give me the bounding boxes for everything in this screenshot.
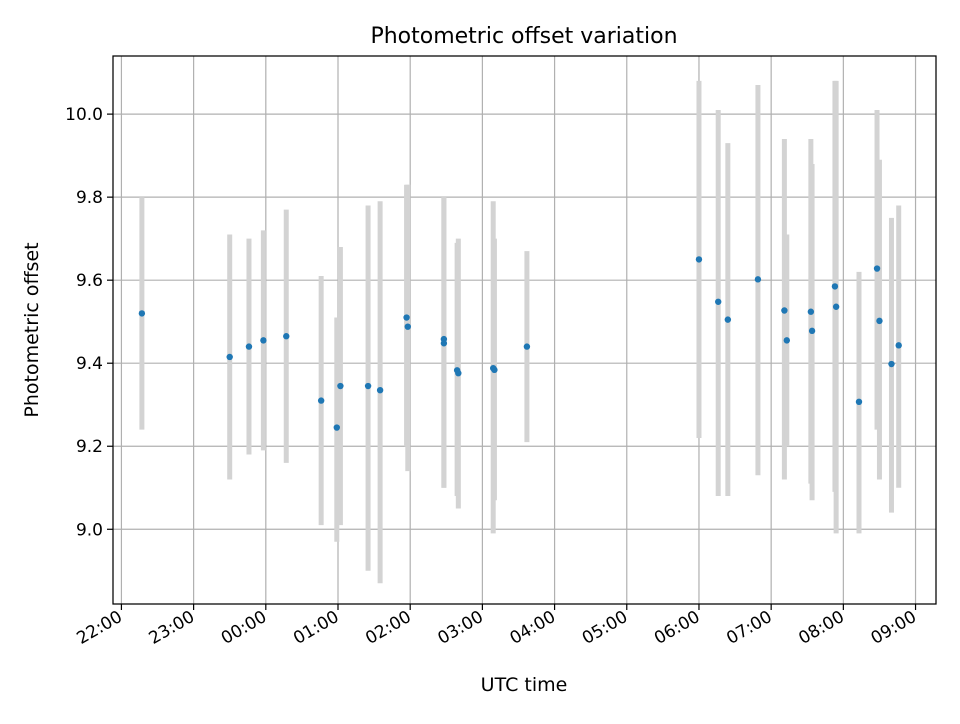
x-tick-label: 05:00 — [579, 607, 631, 649]
data-point — [491, 366, 498, 374]
data-point — [895, 342, 902, 349]
y-tick-label: 9.8 — [76, 188, 103, 208]
x-tick-label: 22:00 — [73, 607, 125, 649]
data-point — [403, 314, 410, 321]
data-point — [754, 276, 762, 283]
data-point — [440, 340, 448, 347]
y-axis-label: Photometric offset — [21, 242, 43, 417]
data-point — [333, 424, 340, 431]
data-point — [376, 386, 384, 394]
x-tick-label: 06:00 — [651, 607, 703, 649]
data-point — [832, 303, 840, 310]
data-point — [523, 343, 531, 350]
x-tick-label: 02:00 — [362, 607, 414, 649]
data-point — [226, 353, 233, 361]
y-tick-label: 10.0 — [65, 105, 103, 125]
data-point — [317, 397, 325, 404]
x-tick-label: 23:00 — [146, 607, 198, 649]
data-point — [783, 337, 791, 344]
error-bars — [139, 80, 902, 584]
data-point — [873, 265, 881, 272]
data-point — [781, 307, 788, 314]
data-point — [364, 382, 372, 390]
grid — [113, 56, 936, 604]
data-point — [260, 337, 267, 344]
y-axis-ticks: 9.0 9.2 9.4 9.6 9.8 10.0 — [65, 105, 113, 540]
data-point — [855, 398, 863, 406]
data-point — [807, 308, 815, 315]
data-point — [808, 327, 816, 335]
data-point — [888, 360, 895, 368]
y-tick-label: 9.2 — [76, 437, 103, 457]
data-point — [876, 317, 883, 325]
data-point — [404, 323, 411, 330]
x-tick-label: 00:00 — [218, 607, 270, 649]
x-tick-label: 04:00 — [507, 607, 559, 649]
x-tick-label: 07:00 — [723, 607, 775, 649]
y-tick-label: 9.0 — [76, 520, 103, 540]
x-axis-ticks: 22:00 23:00 00:00 01:00 02:00 03:00 04:00 05:00… — [73, 604, 920, 649]
data-point — [283, 333, 290, 340]
data-point — [831, 283, 839, 290]
data-point — [724, 316, 732, 323]
x-tick-label: 01:00 — [290, 607, 342, 649]
data-point — [455, 369, 462, 377]
data-point — [245, 343, 253, 350]
y-tick-label: 9.6 — [76, 271, 103, 291]
chart-title: Photometric offset variation — [370, 24, 677, 49]
plot-area — [112, 55, 937, 605]
x-axis-label: UTC time — [481, 674, 568, 696]
data-point — [138, 310, 146, 317]
data-point — [715, 298, 722, 305]
data-points — [138, 256, 902, 431]
x-tick-label: 08:00 — [795, 607, 847, 649]
x-tick-label: 03:00 — [434, 607, 486, 649]
y-tick-label: 9.4 — [76, 354, 103, 374]
x-tick-label: 09:00 — [868, 607, 920, 649]
data-point — [695, 256, 703, 263]
data-point — [337, 382, 344, 390]
